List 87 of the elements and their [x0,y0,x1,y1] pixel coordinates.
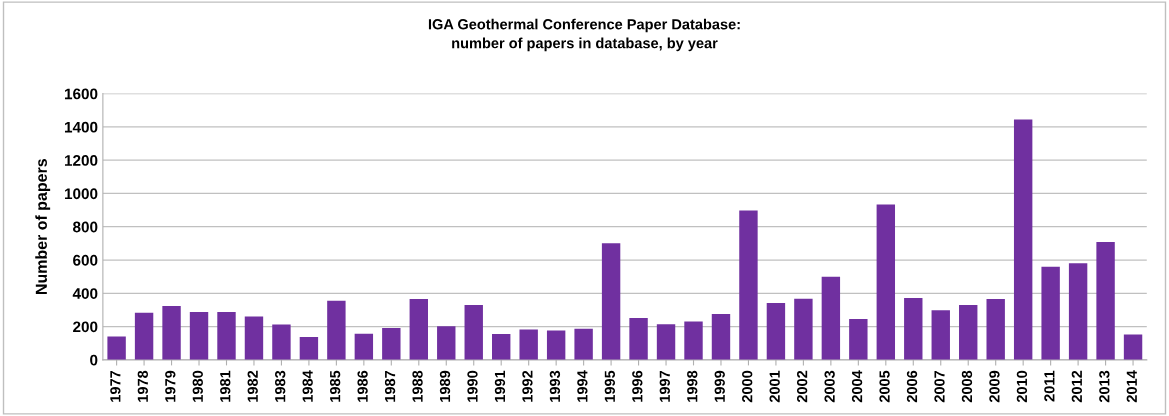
bar [1013,119,1033,360]
bar [711,313,731,360]
x-tick-label: 1998 [687,370,698,402]
x-tick-label: 2004 [851,370,863,403]
x-tick-label: 2008 [961,370,973,403]
bar [299,336,319,360]
x-tick-label: 2002 [796,370,808,403]
x-tick-label: 2005 [879,370,890,403]
y-axis-title: Number of papers [35,159,51,294]
bar [189,312,209,360]
x-tick-label: 1986 [357,370,368,402]
y-tick-label: 1400 [64,121,98,133]
bar [437,326,456,360]
y-tick-label: 600 [73,254,98,266]
bar [354,333,374,360]
bar [382,328,401,360]
x-tick-label: 2006 [906,370,918,403]
bar [134,312,154,360]
x-tick-label: 2013 [1099,370,1110,403]
x-tick-label: 2011 [1044,370,1055,402]
bar [1123,334,1143,360]
bar [409,298,428,360]
bar [931,310,950,360]
x-tick-label: 1981 [220,370,231,402]
bar [629,318,648,360]
bar [244,316,264,360]
bar [1068,263,1088,360]
bar [684,321,703,360]
x-tick-label: 1991 [494,370,506,402]
x-tick-label: 1995 [604,370,616,402]
chart-title: IGA Geothermal Conference Paper Database: number of papers in database, by year [428,18,740,52]
bar [739,210,758,360]
x-tick-label: 1988 [412,370,423,402]
x-tick-label: 2001 [769,370,780,403]
x-tick-label: 1993 [549,370,561,402]
x-tick-label: 2007 [934,370,945,403]
bar [492,334,511,360]
bar [574,328,593,360]
x-tick-label: 1990 [467,370,478,402]
bar [766,303,786,360]
bar [794,298,813,360]
bar [986,299,1005,360]
bar [519,329,538,360]
bar [327,300,346,360]
bar [107,336,126,360]
bar [162,306,181,360]
x-tick-label: 1997 [659,370,670,402]
x-tick-label: 2000 [742,370,753,403]
x-tick-label: 1983 [275,370,286,402]
x-tick-label: 1980 [192,370,203,402]
bar [656,324,676,360]
x-tick-label: 1982 [247,370,258,402]
bar [546,330,566,360]
y-tick-label: 1200 [64,155,98,166]
bar [1096,242,1115,360]
x-tick-label: 2009 [989,370,1000,403]
bar [217,312,236,360]
x-tick-label: 1977 [110,370,121,402]
y-tick-label: 800 [73,221,98,233]
x-tick-label: 1999 [714,370,725,402]
x-tick-label: 1979 [165,370,176,402]
bar [272,324,291,360]
x-tick-label: 1994 [577,370,588,402]
y-tick-label: 1600 [64,88,98,100]
x-tick-label: 1987 [384,370,396,402]
x-tick-label: 1992 [522,370,533,402]
bar [876,204,896,360]
x-tick-label: 2012 [1071,370,1083,403]
x-tick-label: 1989 [439,370,451,402]
bar [849,318,868,360]
bar [821,276,841,360]
y-tick-label: 0 [90,354,98,366]
bar [959,304,978,360]
bar [601,243,621,360]
bar [464,304,483,360]
bar [1041,266,1060,360]
x-tick-label: 1985 [329,370,341,402]
y-tick-label: 200 [73,321,98,333]
bar [904,298,923,360]
x-tick-label: 2003 [824,370,835,403]
x-tick-label: 1996 [632,370,643,402]
x-tick-label: 1978 [137,370,148,402]
x-tick-label: 2014 [1126,370,1137,403]
x-tick-label: 2010 [1016,370,1028,403]
y-tick-label: 400 [72,288,98,299]
x-tick-label: 1984 [302,370,313,402]
y-tick-label: 1000 [64,188,98,200]
